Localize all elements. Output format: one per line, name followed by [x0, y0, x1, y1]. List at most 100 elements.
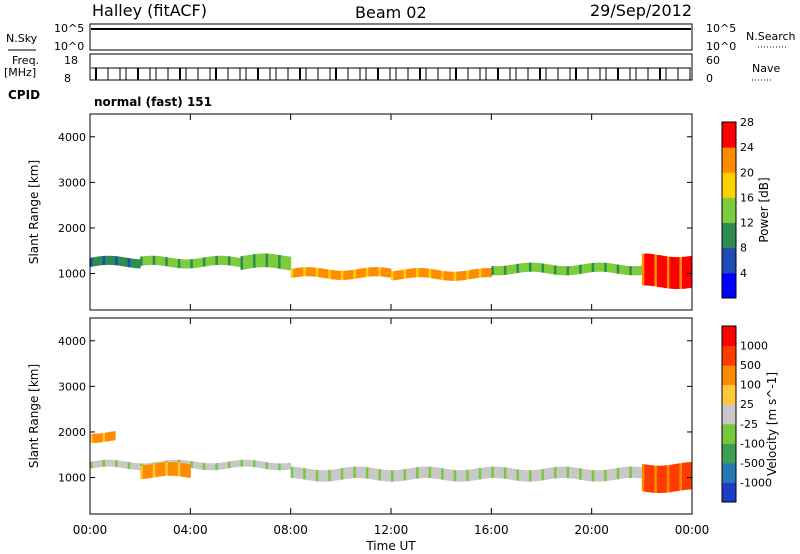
- velocity-cell: [343, 467, 347, 480]
- power-cell: [528, 262, 532, 272]
- velocity-cell: [411, 467, 415, 480]
- power-cell: [401, 269, 405, 279]
- power-cell: [115, 256, 119, 266]
- power-cell: [669, 256, 673, 289]
- velocity-cell: [385, 470, 389, 482]
- power-cell: [453, 271, 457, 281]
- power-colorbar-label: Power [dB]: [757, 177, 771, 242]
- power-cell: [488, 268, 492, 278]
- velocity-cell: [100, 433, 104, 443]
- power-cell: [619, 265, 623, 275]
- power-cell: [268, 253, 272, 268]
- power-cell: [436, 270, 440, 280]
- power-cell: [561, 266, 565, 276]
- power-cell: [456, 271, 460, 281]
- velocity-cell: [273, 463, 277, 471]
- velocity-cell: [185, 463, 189, 478]
- power-cell: [132, 258, 136, 268]
- power-cell: [649, 253, 653, 286]
- velocity-cell: [330, 469, 334, 482]
- power-cell: [604, 262, 608, 272]
- velocity-cell: [438, 467, 442, 480]
- velocity-colorbar-segment: [722, 345, 736, 366]
- velocity-cell: [388, 470, 392, 482]
- power-cell: [426, 268, 430, 278]
- velocity-cell: [596, 470, 600, 482]
- velocity-cell: [323, 470, 327, 482]
- power-cell: [227, 256, 231, 266]
- power-colorbar-segment: [722, 122, 736, 148]
- velocity-cell: [313, 469, 317, 482]
- power-cell: [313, 267, 317, 277]
- velocity-cell: [205, 463, 209, 471]
- power-cell: [611, 263, 615, 273]
- power-cell: [368, 267, 372, 277]
- velocity-cell: [215, 463, 219, 471]
- velocity-cell: [561, 466, 565, 478]
- power-cell: [240, 256, 244, 270]
- velocity-cell: [571, 467, 575, 479]
- x-tick-label: 00:00: [675, 523, 710, 537]
- velocity-cell: [453, 470, 457, 482]
- power-cell: [508, 265, 512, 275]
- velocity-cell: [258, 461, 262, 468]
- velocity-cell: [157, 462, 161, 477]
- velocity-cell: [102, 459, 106, 467]
- velocity-cell: [541, 468, 545, 481]
- power-cell: [215, 255, 219, 265]
- velocity-cell: [601, 469, 605, 482]
- power-colorbar-segment: [722, 172, 736, 198]
- power-cell: [293, 268, 297, 278]
- velocity-y-ticks: 1000 2000 3000 4000: [58, 335, 692, 485]
- power-cell: [155, 255, 159, 266]
- power-cell: [521, 263, 525, 273]
- velocity-cell: [551, 467, 555, 479]
- velocity-cell: [107, 432, 111, 442]
- power-cell: [97, 256, 101, 266]
- velocity-colorbar-segment: [722, 384, 736, 405]
- velocity-cell: [421, 466, 425, 479]
- power-cell: [674, 257, 678, 290]
- velocity-cell: [255, 460, 259, 468]
- power-cell: [471, 269, 475, 279]
- power-cell: [686, 256, 690, 289]
- velocity-cell: [611, 468, 615, 481]
- velocity-cell: [105, 432, 109, 442]
- power-cell: [220, 255, 224, 265]
- power-cell: [330, 270, 334, 280]
- power-cell: [526, 262, 530, 272]
- power-cell: [310, 267, 314, 277]
- velocity-cell: [368, 467, 372, 480]
- power-cell: [636, 266, 640, 276]
- nave-tick-top: 60: [706, 54, 720, 67]
- velocity-cell: [423, 466, 427, 478]
- velocity-cell: [559, 466, 563, 479]
- power-colorbar-segment: [722, 272, 736, 299]
- power-cell: [202, 257, 206, 267]
- velocity-cell: [110, 431, 114, 441]
- power-cell: [358, 268, 362, 278]
- power-cell: [393, 271, 397, 281]
- nsky-tick-top: 10^5: [54, 22, 84, 35]
- velocity-cell: [463, 470, 467, 482]
- power-cell: [95, 256, 99, 266]
- power-cell: [308, 267, 312, 277]
- velocity-cell: [506, 467, 510, 480]
- power-cell: [120, 256, 124, 267]
- power-cell: [290, 268, 294, 278]
- freq-unit: [MHz]: [4, 66, 36, 79]
- velocity-cell: [486, 466, 490, 479]
- velocity-cell: [295, 467, 299, 479]
- velocity-cell: [478, 467, 482, 480]
- velocity-cell: [433, 467, 437, 479]
- power-cell: [506, 265, 510, 275]
- power-cell: [586, 263, 590, 273]
- power-cell: [476, 268, 480, 278]
- velocity-cell: [554, 467, 558, 479]
- power-heatmap: [90, 253, 693, 290]
- cpid-label: CPID: [8, 88, 40, 102]
- velocity-cell: [97, 460, 101, 468]
- power-cell: [443, 271, 447, 281]
- power-cell: [559, 266, 563, 276]
- power-ytick-label: 4000: [58, 131, 86, 144]
